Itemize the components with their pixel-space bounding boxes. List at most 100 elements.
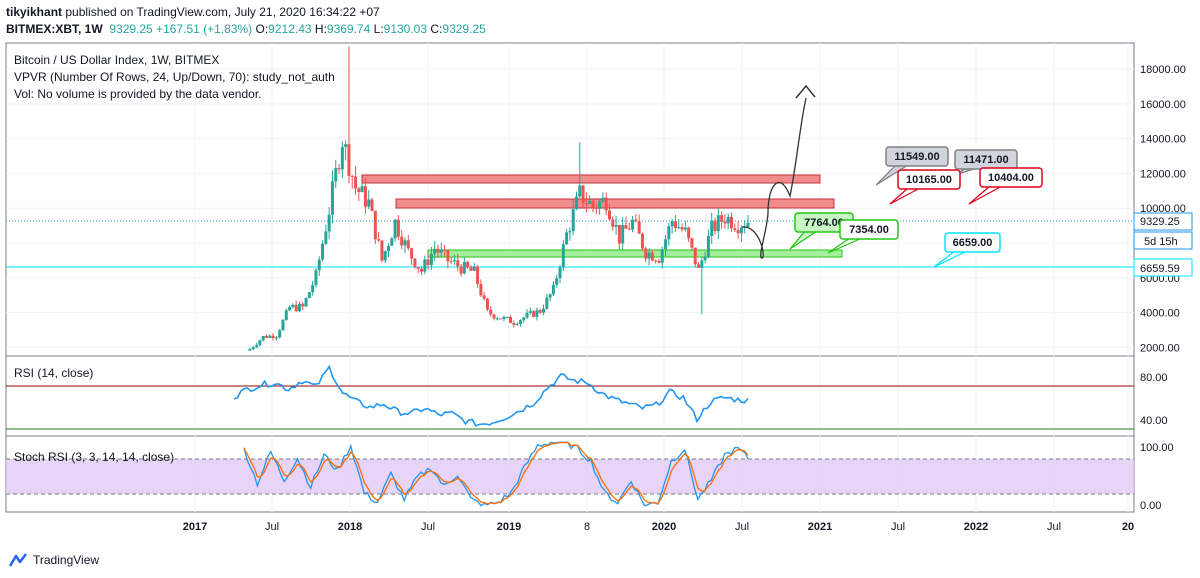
rsi-tick-label: 40.00	[1140, 415, 1168, 427]
candle-body	[278, 330, 282, 338]
candle-body	[495, 318, 499, 320]
callout-label: 7354.00	[849, 224, 889, 236]
candle-body	[288, 306, 292, 311]
candle-body	[439, 249, 443, 253]
price-tick-label: 16000.00	[1140, 99, 1186, 111]
candle-body	[687, 227, 691, 239]
price-callout[interactable]: 6659.00	[933, 232, 1001, 268]
candle-body	[588, 200, 592, 204]
footer[interactable]: TradingView	[8, 550, 99, 570]
candle-body	[472, 266, 476, 271]
time-tick-label: Jul	[735, 521, 749, 533]
price-callout[interactable]: 10404.00	[968, 167, 1043, 205]
candle-body	[591, 200, 595, 208]
candle-body	[604, 197, 608, 211]
time-axis[interactable]: 2017 Jul 2018 Jul 2019 8 2020 Jul 2021 Jul 2022 Jul…	[183, 521, 1134, 533]
candle-body	[558, 267, 562, 279]
time-tick-label: 20	[1122, 521, 1134, 533]
candle-body	[443, 249, 447, 251]
candle-body	[627, 228, 631, 230]
candle-body	[393, 219, 397, 239]
candle-body	[733, 228, 737, 230]
candle-body	[370, 199, 374, 211]
time-tick-label: 2021	[808, 521, 832, 533]
candle-body	[535, 310, 539, 317]
price-callout[interactable]: 7354.00	[827, 219, 899, 254]
candle-body	[258, 340, 262, 345]
candle-body	[670, 221, 674, 227]
candle-body	[634, 219, 638, 222]
time-tick-label: 2020	[652, 521, 676, 533]
candle-body	[248, 349, 252, 351]
candle-body	[703, 257, 707, 261]
candle-body	[624, 225, 628, 229]
candle-body	[446, 249, 450, 262]
candle-body	[601, 197, 605, 202]
time-tick-label: 8	[584, 521, 590, 533]
candle-body	[677, 227, 681, 229]
candle-body	[363, 186, 367, 207]
candle-body	[344, 144, 348, 147]
stoch-tick-label: 0.00	[1140, 500, 1161, 512]
candle-body	[548, 294, 552, 298]
low-value: 9130.03	[383, 22, 428, 36]
candle-body	[327, 214, 331, 232]
rsi-tick-label: 80.00	[1140, 372, 1168, 384]
projection-path[interactable]	[741, 97, 807, 259]
candles-group	[248, 46, 750, 351]
time-tick-label: 2022	[964, 521, 988, 533]
price-tick-label: 2000.00	[1140, 342, 1180, 354]
price-tick-label: 18000.00	[1140, 64, 1186, 76]
last-price: 9329.25	[109, 22, 153, 36]
candle-body	[297, 303, 301, 312]
candle-body	[532, 311, 536, 317]
candle-body	[377, 239, 381, 241]
candle-body	[664, 239, 668, 250]
candle-body	[436, 248, 440, 253]
time-tick-label: Jul	[891, 521, 905, 533]
candle-body	[650, 252, 654, 261]
callouts-group: 11549.00 11471.00 10165.00 10404.00 7764.00 7…	[789, 146, 1043, 268]
price-tick-label: 12000.00	[1140, 168, 1186, 180]
candle-body	[710, 220, 714, 237]
price-tick-label: 4000.00	[1140, 308, 1180, 320]
candle-body	[314, 270, 318, 285]
candle-body	[396, 219, 400, 237]
price-axis[interactable]: 18000.00 16000.00 14000.00 12000.00 10000.00…	[1133, 64, 1193, 354]
resistance-zone-upper[interactable]	[361, 174, 821, 184]
support-zone[interactable]	[427, 249, 843, 258]
candle-body	[594, 207, 598, 209]
candle-body	[542, 308, 546, 313]
candle-body	[617, 225, 621, 244]
candle-body	[482, 295, 486, 299]
price-callout[interactable]: 11549.00	[875, 146, 949, 186]
stoch-d-line	[243, 441, 749, 505]
price-callout[interactable]: 10165.00	[889, 169, 961, 205]
candle-body	[578, 185, 582, 197]
candle-body	[637, 221, 641, 234]
candle-body	[690, 238, 694, 248]
candle-body	[274, 337, 278, 339]
candle-body	[449, 261, 453, 263]
candle-body	[337, 168, 341, 170]
candle-body	[505, 316, 509, 318]
candle-body	[255, 344, 259, 348]
price-tick-label: 10000.00	[1140, 203, 1186, 215]
candle-body	[251, 347, 255, 350]
candle-body	[528, 311, 532, 313]
candle-body	[271, 335, 275, 339]
candle-body	[654, 260, 658, 262]
price-callout[interactable]: 7764.00	[789, 212, 854, 250]
resistance-zone-lower[interactable]	[395, 198, 835, 209]
candle-body	[746, 222, 750, 227]
candle-body	[575, 196, 579, 210]
candle-body	[598, 201, 602, 209]
candle-body	[462, 261, 466, 274]
candle-body	[423, 259, 427, 272]
author-name[interactable]: tikyikhant	[6, 5, 63, 19]
rsi-pane[interactable]	[5, 355, 1135, 437]
brand-name: TradingView	[33, 553, 100, 567]
candle-body	[489, 309, 493, 315]
candle-body	[294, 304, 298, 312]
